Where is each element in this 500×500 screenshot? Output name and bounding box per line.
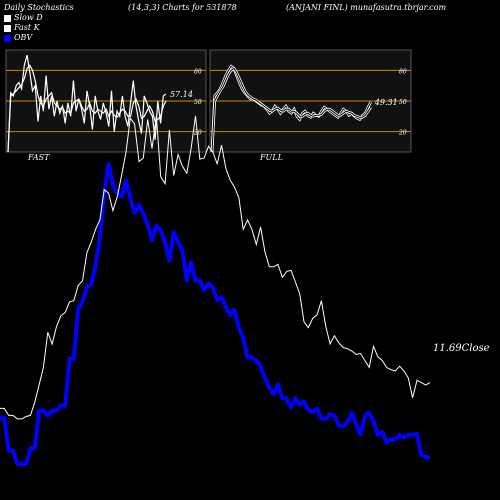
legend-item-slow-d: Slow D [4, 13, 43, 23]
legend-label-obv: OBV [14, 33, 33, 42]
full-panel-title: FULL [259, 153, 283, 162]
fast-tick-label-50: 50 [194, 99, 202, 106]
legend-swatch-fast-k [4, 24, 11, 32]
fast-series-1 [7, 64, 167, 153]
legend-swatch-slow-d [4, 14, 11, 22]
chart-params-title: (14,3,3) Charts for 531878 [128, 3, 237, 12]
full-series-0-inner [211, 65, 372, 153]
chart-source-title: (ANJANI FINL) munafasutra.tbrjar.com [286, 3, 447, 12]
full-tick-label-80: 80 [399, 68, 407, 75]
legend-swatch-obv [4, 34, 11, 42]
legend: Slow D Fast K OBV [4, 13, 43, 43]
full-series-1-inner [211, 67, 372, 153]
full-tick-label-20: 20 [398, 130, 407, 137]
fast-tick-label-80: 80 [194, 68, 202, 75]
full-tick-label-50: 50 [399, 99, 407, 106]
legend-item-fast-k: Fast K [4, 23, 43, 33]
legend-item-obv: OBV [4, 33, 43, 43]
legend-label-fast-k: Fast K [14, 23, 40, 32]
fast-series-0 [7, 54, 167, 153]
full-value-label: 49.31 [374, 98, 398, 107]
close-line [0, 115, 431, 420]
fast-panel-title: FAST [27, 153, 50, 162]
close-value-label: 11.69Close [433, 343, 490, 354]
fast-value-label: 57.14 [170, 90, 193, 99]
obv-line [0, 162, 431, 467]
legend-label-slow-d: Slow D [14, 13, 43, 22]
chart-type-title: Daily Stochastics [4, 3, 74, 12]
